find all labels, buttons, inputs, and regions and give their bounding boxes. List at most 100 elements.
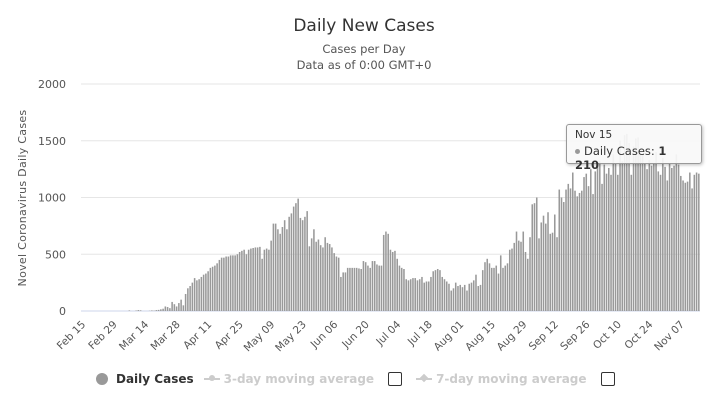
- bar: [263, 249, 266, 311]
- bar: [211, 266, 214, 311]
- bar: [169, 308, 171, 311]
- x-tick-label: Apr 25: [213, 319, 246, 352]
- bar: [382, 234, 385, 311]
- bar: [232, 255, 234, 311]
- bar: [389, 249, 392, 311]
- bar: [225, 256, 227, 311]
- bar: [198, 279, 200, 311]
- bar: [128, 310, 131, 311]
- bar: [301, 220, 304, 311]
- bar: [218, 259, 221, 311]
- bar: [680, 175, 682, 311]
- bar: [187, 288, 189, 311]
- bar: [247, 249, 250, 311]
- x-tick-label: Feb 15: [55, 319, 88, 352]
- bar: [452, 288, 455, 311]
- bar: [605, 173, 608, 311]
- bar: [436, 269, 439, 311]
- bar: [502, 267, 504, 311]
- chart-title: Daily New Cases: [293, 16, 435, 36]
- bar: [538, 238, 540, 311]
- x-tick-label: Feb 29: [86, 319, 119, 352]
- bar: [166, 307, 169, 311]
- bar: [182, 305, 185, 311]
- bar: [268, 249, 270, 311]
- y-tick-label: 2000: [38, 78, 66, 91]
- bar: [448, 283, 450, 311]
- bar: [380, 265, 383, 311]
- bar: [535, 197, 538, 311]
- bar: [362, 261, 365, 311]
- bar: [387, 233, 389, 311]
- bar: [277, 229, 279, 311]
- bar: [590, 169, 592, 312]
- bar: [355, 267, 358, 311]
- 7day-average-checkbox[interactable]: [600, 372, 615, 386]
- bar: [531, 204, 534, 311]
- tooltip-date: Nov 15: [575, 129, 613, 141]
- bar: [682, 180, 684, 311]
- bar: [504, 265, 507, 311]
- bar: [608, 167, 610, 311]
- y-tick-label: 1500: [38, 135, 66, 148]
- bar: [427, 281, 430, 311]
- bar: [686, 181, 689, 311]
- bar: [581, 190, 583, 311]
- bar: [499, 255, 502, 311]
- x-tick-label: Nov 07: [652, 319, 687, 354]
- bar: [333, 253, 335, 311]
- legend-3day-average[interactable]: 3-day moving average: [203, 372, 374, 386]
- bar: [463, 284, 466, 311]
- bar: [358, 268, 360, 311]
- bar: [274, 223, 277, 311]
- bar: [520, 241, 522, 311]
- bar: [223, 257, 225, 311]
- 3day-average-checkbox[interactable]: [388, 372, 403, 386]
- bar: [650, 165, 653, 311]
- x-tick-label: Aug 29: [495, 319, 530, 354]
- bar: [506, 263, 509, 311]
- bar: [243, 249, 245, 311]
- bar: [200, 276, 203, 311]
- bar: [497, 273, 500, 311]
- line-circle-marker-icon: [203, 375, 220, 381]
- bar: [639, 152, 642, 311]
- bar: [295, 203, 297, 311]
- bar: [698, 173, 700, 311]
- bar: [297, 198, 299, 311]
- legend: Daily Cases 3-day moving average 7-day m…: [96, 372, 629, 386]
- series-dot-icon: [575, 149, 580, 154]
- bar: [407, 280, 410, 311]
- bar: [572, 172, 574, 311]
- circle-marker-icon: [96, 373, 108, 385]
- bar: [659, 174, 662, 311]
- x-tick-label: Jul 18: [405, 319, 435, 349]
- tooltip: Nov 15 Daily Cases: 1 210: [566, 124, 702, 172]
- bar: [364, 262, 367, 311]
- legend-label: 7-day moving average: [436, 372, 587, 386]
- bar: [592, 194, 594, 311]
- bar: [630, 174, 633, 311]
- bar: [653, 163, 655, 311]
- bar: [540, 222, 543, 311]
- bar: [621, 161, 624, 311]
- bar: [306, 211, 308, 311]
- bar: [391, 251, 394, 311]
- bar: [594, 171, 597, 311]
- bar: [317, 239, 320, 311]
- x-tick-label: Sep 26: [558, 318, 593, 353]
- bar: [207, 271, 209, 311]
- bar: [164, 306, 167, 311]
- bar: [434, 270, 437, 311]
- legend-7day-average[interactable]: 7-day moving average: [416, 372, 587, 386]
- bar: [610, 174, 612, 311]
- bar: [569, 188, 572, 311]
- bar: [675, 154, 678, 311]
- bar: [315, 241, 317, 311]
- bar: [236, 254, 239, 311]
- bar: [490, 267, 493, 311]
- bar: [371, 261, 374, 311]
- legend-daily-cases[interactable]: Daily Cases: [96, 372, 194, 386]
- bar: [601, 183, 603, 311]
- bar: [547, 212, 549, 311]
